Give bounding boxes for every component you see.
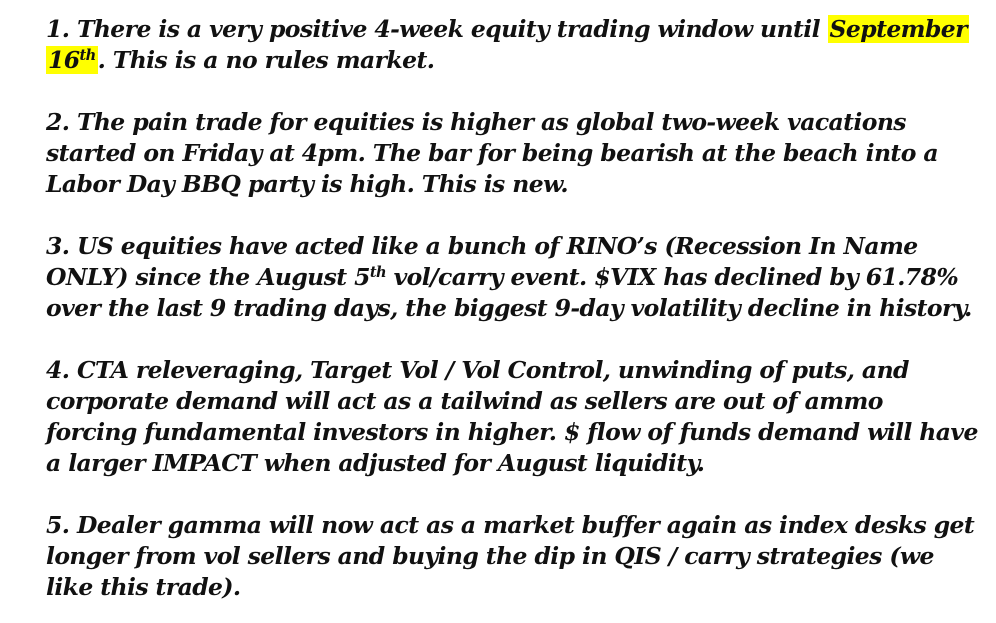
ordinal-suffix: th — [79, 47, 97, 64]
point-5: 5. Dealer gamma will now act as a market… — [46, 510, 981, 603]
point-number: 5. — [46, 511, 70, 539]
highlighted-date-day: 16th — [46, 46, 98, 74]
point-text-end: vol/carry event. $VIX has declined by 61… — [46, 263, 972, 322]
point-number: 3. — [46, 232, 70, 260]
document-body: 1. There is a very positive 4-week equit… — [46, 14, 981, 603]
point-number: 1. — [46, 15, 70, 43]
highlighted-date-month: September — [827, 15, 969, 43]
point-number: 4. — [46, 356, 70, 384]
point-text: CTA releveraging, Target Vol / Vol Contr… — [46, 356, 978, 477]
point-number: 2. — [46, 108, 70, 136]
point-1: 1. There is a very positive 4-week equit… — [46, 14, 981, 76]
date-day: 16 — [48, 46, 80, 74]
point-text: US equities have acted like a bunch of R… — [46, 232, 918, 291]
point-text: There is a very positive 4-week equity t… — [76, 15, 828, 43]
point-4: 4. CTA releveraging, Target Vol / Vol Co… — [46, 355, 981, 479]
ordinal-suffix: th — [369, 264, 387, 281]
point-text-end: . This is a no rules market. — [97, 46, 435, 74]
point-2: 2. The pain trade for equities is higher… — [46, 107, 981, 200]
point-text: Dealer gamma will now act as a market bu… — [46, 511, 975, 601]
point-3: 3. US equities have acted like a bunch o… — [46, 231, 981, 324]
point-text: The pain trade for equities is higher as… — [46, 108, 939, 198]
